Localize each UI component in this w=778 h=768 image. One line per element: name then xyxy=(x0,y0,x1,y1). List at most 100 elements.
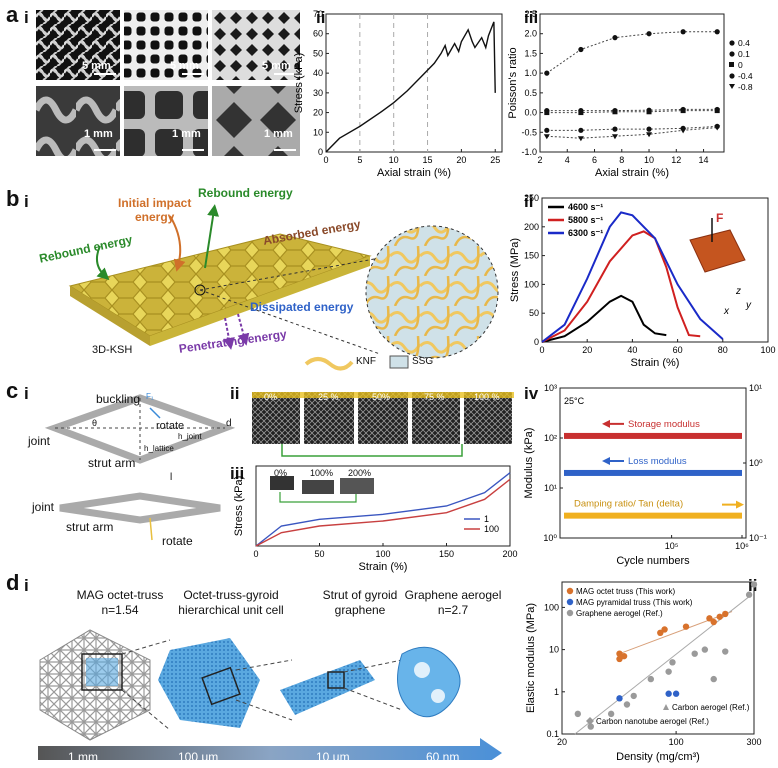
x-axis-label: Strain (%) xyxy=(359,561,408,573)
y2-tick-label: 10⁰ xyxy=(749,458,763,468)
d-item-title-text: Octet-truss-gyroid xyxy=(183,588,279,602)
panel-label-c-iv: iv xyxy=(524,384,539,403)
chart-a-ii: 0 5 10 15 20 25 0 10 20 30 40 50 60 70 Axial strain (%… xyxy=(293,9,503,179)
inset-photo xyxy=(302,480,334,494)
x-tick-label: 10⁶ xyxy=(735,541,749,551)
series-arrow xyxy=(602,456,624,465)
d-label: d xyxy=(226,418,232,429)
data-point xyxy=(661,626,668,633)
x-tick-label: 150 xyxy=(439,549,454,559)
y-tick-label: 250 xyxy=(524,193,539,203)
data-point xyxy=(544,110,550,116)
step-label: 100% xyxy=(310,468,334,478)
scale-label: 5 mm xyxy=(170,60,199,72)
legend-label: 0.1 xyxy=(738,49,750,59)
x-tick-label: 100 xyxy=(760,345,775,355)
y-tick-label: -0.5 xyxy=(521,127,537,137)
series-label: Loss modulus xyxy=(628,456,687,467)
legend-label: 6300 s⁻¹ xyxy=(568,228,603,238)
data-point xyxy=(722,610,729,618)
series-arrow xyxy=(602,419,624,428)
joint-schematic xyxy=(44,394,236,541)
series-arrow xyxy=(722,500,744,509)
panel-label-d-i: i xyxy=(24,576,29,595)
inset-photo xyxy=(340,478,374,494)
axis-z-label: z xyxy=(735,286,741,297)
data-point xyxy=(578,46,584,53)
x-axis-label: Axial strain (%) xyxy=(377,167,451,179)
chart-d-ii: 20 100 300 0.1 1 10 100 Density (mg/cm³) Elastic… xyxy=(525,581,762,763)
x-tick-label: 12 xyxy=(671,155,681,165)
initial-impact-line1: Initial impact xyxy=(118,196,192,210)
y-tick-label: 30 xyxy=(313,88,323,98)
y-tick-label: 150 xyxy=(524,251,539,261)
panel-label-c-ii: ii xyxy=(230,384,240,403)
x-tick-label: 20 xyxy=(456,155,466,165)
x-tick-label: 20 xyxy=(582,345,592,355)
scale-label: 5 mm xyxy=(262,60,291,72)
data-point xyxy=(543,134,550,140)
panel-label-c-i: i xyxy=(24,384,29,403)
data-point xyxy=(646,126,652,132)
legend-marker xyxy=(729,73,735,79)
x-tick-label: 10 xyxy=(644,155,654,165)
x-tick-label: 300 xyxy=(746,737,761,747)
panel-label-a-i: i xyxy=(24,8,29,27)
fit-line xyxy=(546,108,718,112)
legend-label: 4600 s⁻¹ xyxy=(568,202,603,212)
knf-legend-label: KNF xyxy=(356,356,376,367)
joint-label-2: joint xyxy=(32,500,55,514)
x-axis-label: Density (mg/cm³) xyxy=(616,751,700,763)
data-point xyxy=(665,668,672,675)
panel-label-a: a xyxy=(6,2,19,27)
series-label: Damping ratio/ Tan (delta) xyxy=(574,499,683,510)
d-item-title: MAG octet-truss n=1.54 xyxy=(60,588,180,618)
d-item-title-text: MAG octet-truss xyxy=(76,588,164,602)
data-point xyxy=(722,648,729,655)
legend-label: -0.8 xyxy=(738,82,753,92)
initial-impact-line2: energy xyxy=(135,210,175,224)
legend-label: 5800 s⁻¹ xyxy=(568,215,603,225)
strut-arm-label-2: strut arm xyxy=(66,520,114,534)
d-item-title: Graphene aerogel n=2.7 xyxy=(388,588,518,618)
data-point xyxy=(672,690,680,697)
data-point xyxy=(646,31,652,37)
series-band xyxy=(564,512,742,519)
axis-y-label: y xyxy=(745,300,752,311)
plot-frame xyxy=(539,13,725,153)
y-tick-label: 10² xyxy=(544,433,557,443)
y-tick-label: 50 xyxy=(313,48,323,58)
y-tick-label: 1 xyxy=(554,687,559,697)
d-item-subtitle: n=2.7 xyxy=(437,603,469,617)
theta-label: θ xyxy=(92,418,98,428)
data-point xyxy=(620,652,628,660)
data-point xyxy=(630,692,637,700)
d-item-subtitle: graphene xyxy=(334,603,386,617)
data-point xyxy=(680,108,686,114)
sample-icon xyxy=(689,229,746,273)
rotate-label-2: rotate xyxy=(162,534,193,548)
x-tick-label: 2 xyxy=(537,155,542,165)
h-joint-label: h_joint xyxy=(178,432,202,441)
x-tick-label: 50 xyxy=(314,549,324,559)
y-tick-label: 10¹ xyxy=(544,483,557,493)
scale-label: 10 μm xyxy=(316,750,350,764)
y-tick-label: 2.0 xyxy=(524,29,537,39)
y2-tick-label: 10¹ xyxy=(749,383,762,393)
chart-c-iv: 10⁰ 10¹ 10² 10³ 10⁻¹ 10⁰ 10¹ 10⁵ 10⁶ Cycle number… xyxy=(523,383,767,567)
data-point xyxy=(682,623,690,630)
chart-a-iii: 2 4 6 8 10 12 14 -1.0 -0.5 0.0 0.5 1.0 1.5 2.0 2.5 Axia… xyxy=(507,9,753,179)
data-point xyxy=(544,70,550,76)
y-axis-label: Elastic modulus (MPa) xyxy=(525,603,537,713)
x-tick-label: 15 xyxy=(423,155,433,165)
panel-label-c: c xyxy=(6,378,19,403)
y-tick-label: 40 xyxy=(313,68,323,78)
y-tick-label: 0.5 xyxy=(524,88,537,98)
legend-marker xyxy=(566,587,574,595)
legend-marker xyxy=(729,62,734,67)
panel-label-b-ii: ii xyxy=(524,192,534,211)
data-point xyxy=(716,613,723,620)
y-tick-label: 70 xyxy=(313,9,323,19)
x-tick-label: 100 xyxy=(375,549,390,559)
